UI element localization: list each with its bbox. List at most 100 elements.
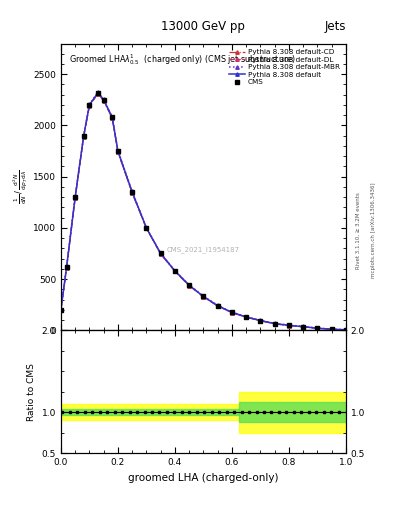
- Pythia 8.308 default-MBR: [301, 324, 305, 330]
- Pythia 8.308 default-MBR: [244, 314, 248, 320]
- Pythia 8.308 default-CD: [64, 265, 69, 271]
- Pythia 8.308 default-CD: [329, 326, 334, 332]
- Pythia 8.308 default: [286, 322, 291, 328]
- Pythia 8.308 default-MBR: [258, 317, 263, 324]
- Pythia 8.308 default-DL: [201, 293, 206, 300]
- Pythia 8.308 default-MBR: [81, 132, 86, 138]
- Pythia 8.308 default: [59, 307, 63, 313]
- X-axis label: groomed LHA (charged-only): groomed LHA (charged-only): [128, 473, 279, 482]
- Pythia 8.308 default-MBR: [110, 114, 115, 120]
- Pythia 8.308 default-DL: [272, 321, 277, 327]
- Pythia 8.308 default-DL: [101, 97, 106, 103]
- Pythia 8.308 default: [101, 97, 106, 103]
- Pythia 8.308 default-MBR: [329, 326, 334, 332]
- CMS: [110, 114, 115, 120]
- Pythia 8.308 default-DL: [286, 323, 291, 329]
- CMS: [101, 97, 106, 103]
- Text: Rivet 3.1.10, ≥ 3.2M events: Rivet 3.1.10, ≥ 3.2M events: [356, 192, 361, 269]
- Bar: [239, 402, 346, 422]
- Pythia 8.308 default-CD: [258, 318, 263, 324]
- Pythia 8.308 default-CD: [230, 310, 234, 316]
- CMS: [95, 90, 100, 96]
- CMS: [286, 322, 291, 328]
- Pythia 8.308 default-MBR: [95, 89, 100, 95]
- Pythia 8.308 default-MBR: [116, 147, 120, 154]
- Pythia 8.308 default-DL: [110, 115, 115, 121]
- CMS: [301, 324, 305, 330]
- Text: 13000 GeV pp: 13000 GeV pp: [162, 20, 245, 33]
- Pythia 8.308 default-CD: [81, 134, 86, 140]
- Pythia 8.308 default: [87, 102, 92, 108]
- CMS: [215, 303, 220, 309]
- Text: mcplots.cern.ch [arXiv:1306.3436]: mcplots.cern.ch [arXiv:1306.3436]: [371, 183, 376, 278]
- Pythia 8.308 default-CD: [95, 91, 100, 97]
- Pythia 8.308 default-MBR: [315, 325, 320, 331]
- Legend: Pythia 8.308 default-CD, Pythia 8.308 default-DL, Pythia 8.308 default-MBR, Pyth: Pythia 8.308 default-CD, Pythia 8.308 de…: [227, 47, 342, 88]
- Pythia 8.308 default-DL: [95, 90, 100, 96]
- Pythia 8.308 default-MBR: [343, 327, 348, 333]
- Pythia 8.308 default-CD: [158, 251, 163, 257]
- Pythia 8.308 default-DL: [301, 324, 305, 330]
- Pythia 8.308 default-DL: [258, 317, 263, 324]
- Pythia 8.308 default-DL: [87, 102, 92, 109]
- Pythia 8.308 default-CD: [315, 325, 320, 331]
- CMS: [59, 307, 63, 313]
- Pythia 8.308 default-CD: [73, 195, 77, 201]
- Line: Pythia 8.308 default-MBR: Pythia 8.308 default-MBR: [59, 91, 347, 331]
- Pythia 8.308 default: [187, 282, 191, 288]
- CMS: [130, 189, 134, 195]
- Pythia 8.308 default: [244, 314, 248, 320]
- Pythia 8.308 default: [301, 324, 305, 330]
- CMS: [64, 264, 69, 270]
- Pythia 8.308 default-CD: [130, 190, 134, 196]
- Pythia 8.308 default-DL: [116, 148, 120, 155]
- Pythia 8.308 default-DL: [130, 189, 134, 196]
- Line: CMS: CMS: [59, 91, 348, 332]
- Pythia 8.308 default-CD: [343, 327, 348, 333]
- Pythia 8.308 default-MBR: [201, 293, 206, 299]
- Y-axis label: $\frac{1}{\mathrm{d}N}\,/\,\frac{\mathrm{d}^2N}{\mathrm{d}p_T\,\mathrm{d}\lambda: $\frac{1}{\mathrm{d}N}\,/\,\frac{\mathrm…: [12, 169, 30, 204]
- CMS: [329, 326, 334, 332]
- Pythia 8.308 default: [116, 148, 120, 154]
- Pythia 8.308 default-DL: [244, 314, 248, 320]
- Pythia 8.308 default-DL: [173, 268, 177, 274]
- Line: Pythia 8.308 default-DL: Pythia 8.308 default-DL: [59, 92, 347, 332]
- Pythia 8.308 default-CD: [301, 324, 305, 330]
- CMS: [73, 194, 77, 200]
- Pythia 8.308 default-MBR: [87, 101, 92, 108]
- Pythia 8.308 default-DL: [343, 327, 348, 333]
- Pythia 8.308 default: [230, 309, 234, 315]
- CMS: [116, 148, 120, 154]
- Bar: [61, 409, 239, 415]
- Pythia 8.308 default: [329, 326, 334, 332]
- Pythia 8.308 default-CD: [244, 314, 248, 321]
- Pythia 8.308 default-CD: [187, 283, 191, 289]
- Pythia 8.308 default-MBR: [130, 188, 134, 195]
- Pythia 8.308 default-DL: [73, 195, 77, 201]
- Pythia 8.308 default-DL: [187, 282, 191, 288]
- Pythia 8.308 default: [110, 114, 115, 120]
- Pythia 8.308 default-MBR: [272, 321, 277, 327]
- Pythia 8.308 default-CD: [272, 321, 277, 327]
- Pythia 8.308 default: [173, 268, 177, 274]
- Pythia 8.308 default: [158, 250, 163, 257]
- CMS: [158, 250, 163, 257]
- Pythia 8.308 default-CD: [59, 307, 63, 313]
- Pythia 8.308 default-CD: [173, 268, 177, 274]
- Pythia 8.308 default-MBR: [144, 224, 149, 230]
- Pythia 8.308 default-MBR: [215, 302, 220, 308]
- Line: Pythia 8.308 default: Pythia 8.308 default: [59, 91, 347, 331]
- Line: Pythia 8.308 default-CD: Pythia 8.308 default-CD: [59, 92, 347, 332]
- Pythia 8.308 default-MBR: [158, 250, 163, 256]
- Bar: [61, 404, 239, 420]
- Pythia 8.308 default: [73, 194, 77, 200]
- CMS: [201, 293, 206, 300]
- Pythia 8.308 default-MBR: [286, 322, 291, 328]
- Pythia 8.308 default: [215, 303, 220, 309]
- Pythia 8.308 default: [258, 317, 263, 324]
- Pythia 8.308 default-CD: [116, 149, 120, 155]
- Pythia 8.308 default: [95, 90, 100, 96]
- CMS: [272, 321, 277, 327]
- Pythia 8.308 default-MBR: [173, 267, 177, 273]
- Text: CMS_2021_I1954187: CMS_2021_I1954187: [167, 247, 240, 253]
